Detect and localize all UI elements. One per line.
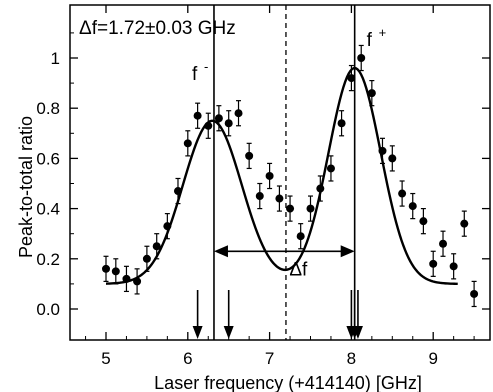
data-point: [173, 187, 182, 196]
y-tick-label: 0.8: [36, 99, 60, 118]
data-point: [245, 151, 254, 160]
data-point: [470, 289, 479, 298]
data-point: [275, 194, 284, 203]
data-point: [326, 164, 335, 173]
data-point: [142, 254, 151, 263]
bottom-arrow-head: [223, 326, 234, 339]
data-point: [398, 189, 407, 198]
data-point: [460, 219, 469, 228]
data-point: [337, 119, 346, 128]
x-tick-label: 7: [265, 349, 274, 368]
data-point: [347, 74, 356, 83]
data-point: [163, 222, 172, 231]
resonance-label: f: [367, 30, 373, 51]
data-point: [408, 202, 417, 211]
data-point: [419, 217, 428, 226]
data-point: [286, 204, 295, 213]
x-tick-label: 9: [428, 349, 437, 368]
y-tick-label: 0.6: [36, 149, 60, 168]
y-tick-label: 0.2: [36, 250, 60, 269]
x-tick-label: 8: [347, 349, 356, 368]
data-point: [152, 242, 161, 251]
resonance-label: f: [192, 64, 198, 85]
bottom-arrow-head: [192, 326, 203, 339]
resonance-superscript: -: [204, 59, 208, 74]
x-tick-label: 5: [101, 349, 110, 368]
data-point: [193, 111, 202, 120]
data-point: [367, 89, 376, 98]
data-point: [204, 121, 213, 130]
data-point: [449, 262, 458, 271]
data-point: [111, 267, 120, 276]
data-point: [265, 171, 274, 180]
data-point: [316, 184, 325, 193]
data-point: [133, 277, 142, 286]
data-point: [388, 154, 397, 163]
delta-arrow-head-right: [340, 245, 355, 258]
data-point: [183, 139, 192, 148]
data-point: [429, 259, 438, 268]
data-point: [102, 264, 110, 273]
data-point: [122, 274, 131, 283]
bottom-arrow-head: [352, 326, 363, 339]
data-point: [234, 109, 243, 118]
delta-arrow-head-left: [213, 245, 228, 258]
data-point: [357, 54, 366, 62]
y-tick-label: 1: [51, 49, 60, 68]
y-axis-label: Peak-to-total ratio: [16, 116, 36, 258]
data-point: [306, 204, 315, 213]
delta-label: Δf: [289, 259, 308, 280]
x-axis-label: Laser frequency (+414140) [GHz]: [154, 373, 422, 392]
data-point: [296, 232, 305, 241]
plot-frame: [69, 4, 491, 341]
y-tick-label: 0.4: [36, 200, 60, 219]
resonance-superscript: +: [379, 25, 387, 40]
data-point: [378, 146, 387, 155]
data-point: [439, 239, 448, 248]
y-tick-label: 0.0: [36, 300, 60, 319]
fit-curve: [105, 66, 458, 286]
data-point: [214, 114, 223, 123]
annotation-label: Δf=1.72±0.03 GHz: [79, 18, 236, 39]
data-point: [224, 119, 233, 128]
data-point: [255, 192, 264, 201]
x-tick-label: 6: [183, 349, 192, 368]
